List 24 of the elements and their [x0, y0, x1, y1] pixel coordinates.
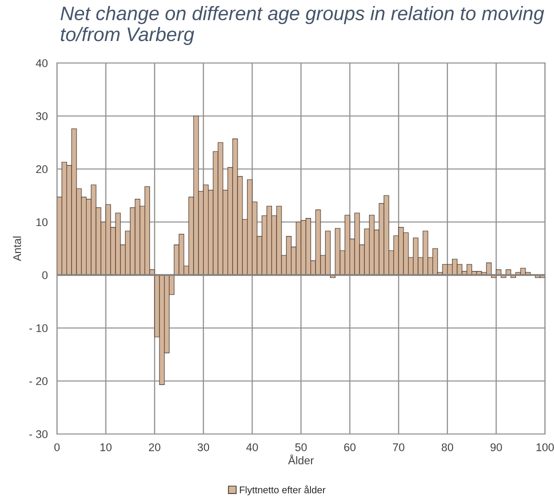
chart-title: Net change on different age groups in relation to moving to/from Varberg — [60, 6, 544, 46]
legend-label: Flyttnetto efter ålder — [240, 485, 326, 496]
y-tick-label: 0 — [42, 271, 48, 280]
bar — [334, 228, 340, 276]
y-tick-label: 20 — [36, 165, 48, 174]
x-tick-label: 60 — [344, 443, 356, 452]
y-tick-label: - 10 — [29, 324, 48, 332]
x-tick-label: 0 — [54, 443, 60, 452]
x-tick-label: 10 — [100, 443, 112, 452]
x-tick-label: 30 — [198, 443, 210, 452]
x-axis-title: Ålder — [288, 454, 314, 464]
y-tick-label: - 20 — [29, 377, 48, 386]
x-tick-label: 20 — [148, 443, 160, 452]
y-tick-label: 30 — [36, 112, 48, 120]
y-tick-label: - 30 — [29, 430, 48, 438]
x-tick-label: 90 — [490, 443, 502, 452]
x-tick-label: 50 — [295, 443, 307, 452]
x-tick-label: 80 — [442, 443, 454, 452]
y-tick-label: 40 — [36, 59, 48, 68]
y-axis-title: Antal — [12, 236, 22, 262]
x-tick-label: 100 — [536, 443, 554, 452]
x-tick-label: 70 — [392, 443, 404, 452]
y-tick-label: 10 — [36, 218, 48, 226]
x-tick-label: 40 — [246, 443, 258, 452]
